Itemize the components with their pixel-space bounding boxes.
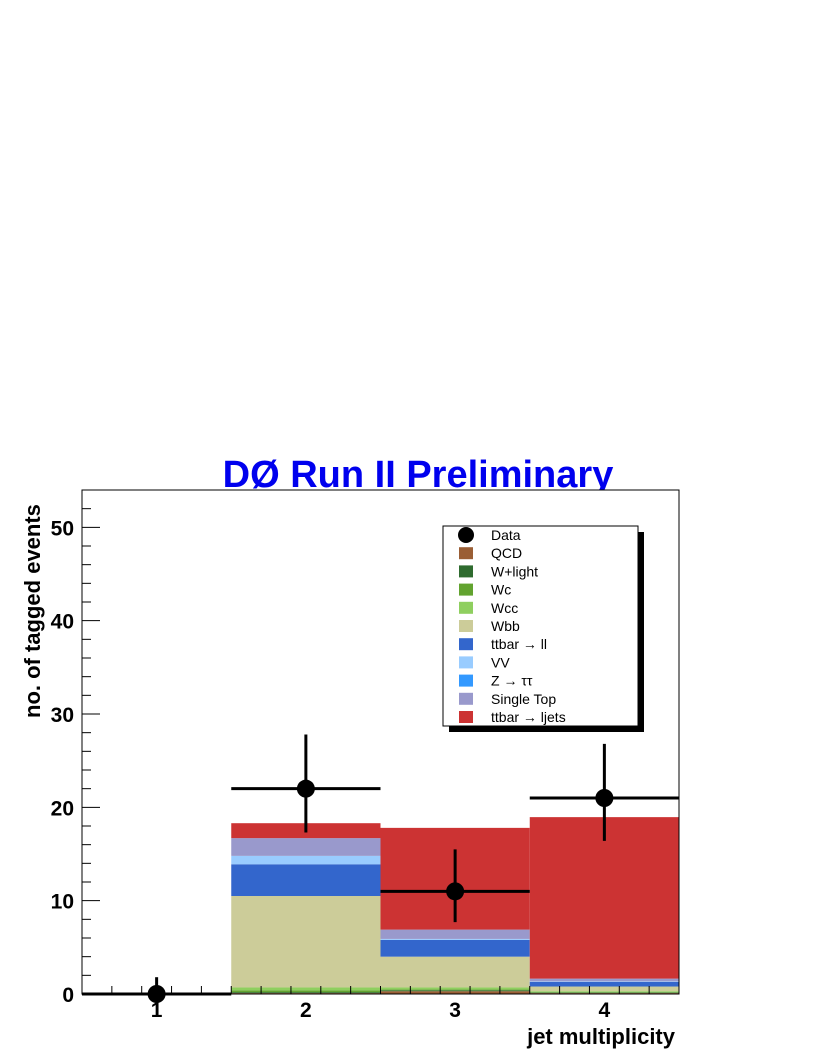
legend-swatch — [459, 638, 473, 651]
legend-label: ttbar → ljets — [491, 709, 566, 725]
bar-segment — [380, 989, 530, 991]
bar-segment — [380, 938, 530, 940]
legend-swatch — [459, 547, 473, 560]
legend-label: Z → ττ — [491, 673, 533, 689]
axes: 0 10 20 30 40 50 1 2 3 4 — [51, 489, 680, 1022]
legend-swatch — [459, 620, 473, 632]
bar-segment — [529, 817, 679, 979]
bar-segment — [380, 929, 530, 939]
legend-swatch — [459, 674, 473, 687]
bar-segment — [529, 986, 679, 992]
bar-segment — [231, 987, 381, 991]
data-point — [296, 779, 315, 798]
legend-swatch — [459, 601, 473, 614]
legend-label: W+light — [491, 563, 538, 579]
chart-title: DØ Run II Preliminary — [223, 454, 614, 496]
data-point — [147, 985, 166, 1003]
x-tick-label: 1 — [151, 999, 163, 1022]
data-point — [446, 882, 465, 901]
legend-swatch — [459, 692, 473, 705]
y-tick-label: 10 — [51, 891, 74, 914]
bar-segment — [231, 990, 381, 993]
x-tick-label: 4 — [599, 999, 611, 1022]
legend-box — [442, 525, 639, 727]
x-tick-label: 3 — [449, 999, 461, 1022]
bar-segment — [380, 990, 530, 992]
x-tick-label: 2 — [300, 999, 312, 1022]
bar-segment — [231, 992, 381, 994]
y-tick-label: 0 — [62, 984, 74, 1007]
y-tick-label: 30 — [51, 704, 74, 727]
legend-label: Wbb — [491, 618, 520, 634]
bar-segment — [231, 864, 381, 896]
bar-segment — [380, 956, 530, 988]
legend-label: VV — [491, 654, 510, 670]
data-points — [82, 734, 679, 1003]
stacked-bars — [231, 817, 679, 994]
bar-segment — [231, 838, 381, 856]
x-axis-label: jet multiplicity — [526, 1024, 676, 1049]
legend-label: QCD — [491, 545, 522, 561]
legend-label: Wc — [491, 582, 511, 598]
bar-segment — [231, 855, 381, 865]
bar-segment — [231, 896, 381, 988]
legend: Data QCD W+light Wc Wcc Wbb ttbar → ll VV Z → ττ… — [442, 525, 644, 732]
data-point — [595, 789, 614, 807]
y-axis-label: no. of tagged events — [20, 504, 45, 718]
legend-label: Data — [491, 527, 521, 543]
bar-segment — [380, 991, 530, 994]
legend-label: Single Top — [491, 691, 556, 707]
legend-swatch — [459, 565, 473, 578]
bar-segment — [529, 981, 679, 987]
legend-swatch — [459, 711, 473, 723]
legend-marker-data — [458, 527, 474, 543]
legend-label: ttbar → ll — [491, 636, 547, 652]
y-tick-label: 50 — [51, 517, 74, 540]
legend-label: Wcc — [491, 600, 518, 616]
bar-segment — [380, 939, 530, 957]
bar-segment — [529, 978, 679, 982]
bar-segment — [380, 987, 530, 990]
bar-segment — [529, 991, 679, 993]
legend-swatch — [459, 583, 473, 596]
legend-swatch — [459, 656, 473, 669]
y-tick-label: 20 — [51, 797, 74, 820]
y-tick-label: 40 — [51, 611, 74, 634]
